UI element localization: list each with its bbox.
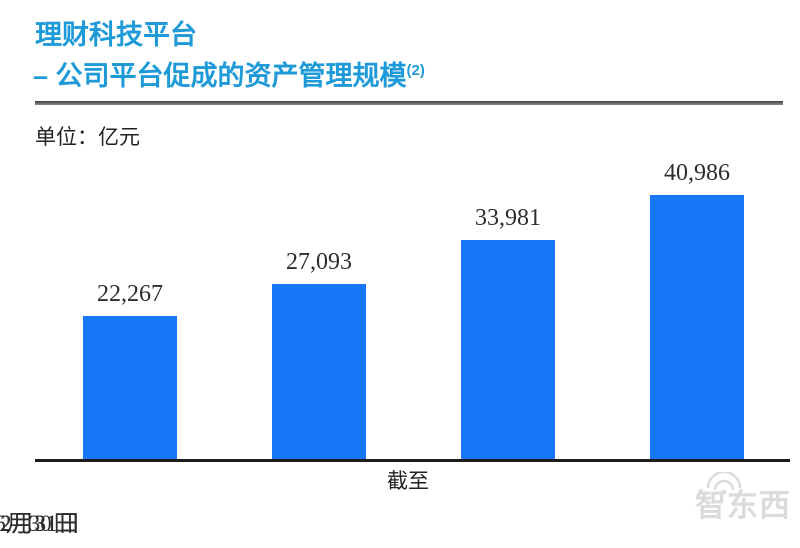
x-tick-label-2018: 2018年12月31日 <box>0 511 81 536</box>
bar-value-label: 22,267 <box>97 281 163 307</box>
subtitle-text: – 公司平台促成的资产管理规模 <box>33 61 407 91</box>
bar-2019 <box>461 240 555 459</box>
bar-group-2018: 27,093 <box>272 250 366 459</box>
wifi-icon <box>706 472 742 494</box>
bar-value-label: 40,986 <box>664 160 730 186</box>
bar-group-2017: 22,267 <box>83 282 177 459</box>
bar-value-label: 33,981 <box>475 205 541 231</box>
watermark-text: 智东西 <box>695 488 791 523</box>
header-divider <box>35 101 783 105</box>
x-axis-title: 截至 <box>387 469 429 493</box>
x-tick-label-2019: 2019年12月31日 <box>0 511 81 536</box>
x-axis-line <box>35 459 790 462</box>
page-title: 理财科技平台 <box>35 20 197 50</box>
bar-group-2019: 33,981 <box>461 206 555 459</box>
bar-2020 <box>650 195 744 459</box>
x-tick-label-2017: 2017年12月31日 <box>0 511 81 536</box>
chart-subtitle: – 公司平台促成的资产管理规模(2) <box>33 59 425 93</box>
footnote-marker: (2) <box>406 62 425 79</box>
bar-2018 <box>272 284 366 459</box>
unit-label: 单位：亿元 <box>35 125 140 149</box>
bar-value-label: 27,093 <box>286 249 352 275</box>
x-tick-label-2020: 2020年6月30日 <box>0 511 75 536</box>
bar-chart: 22,267 27,093 33,981 40,986 <box>0 150 800 462</box>
bar-group-2020: 40,986 <box>650 161 744 459</box>
watermark: 智东西 <box>688 472 798 521</box>
bar-2017 <box>83 316 177 459</box>
